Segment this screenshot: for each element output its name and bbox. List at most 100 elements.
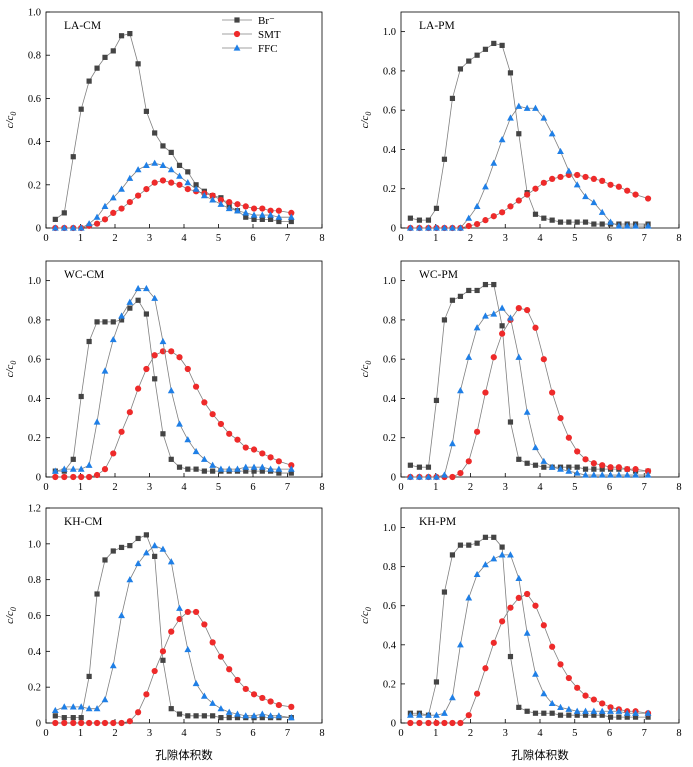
data-point — [94, 65, 100, 71]
data-point — [101, 466, 109, 473]
x-tick-label: 3 — [147, 728, 152, 739]
data-point — [242, 463, 250, 470]
data-point — [217, 196, 225, 204]
data-point — [159, 545, 167, 552]
data-point — [176, 172, 183, 179]
data-point — [209, 411, 216, 418]
data-point — [465, 594, 473, 601]
series-triangle — [51, 284, 295, 474]
data-point — [242, 444, 249, 451]
data-point — [474, 287, 480, 294]
data-point — [143, 311, 149, 317]
data-point — [110, 719, 117, 727]
y-tick-label: 0.8 — [28, 315, 41, 326]
data-point — [549, 217, 555, 223]
y-tick-label: 0.8 — [383, 66, 396, 77]
data-point — [590, 696, 597, 703]
data-point — [267, 216, 274, 222]
data-point — [210, 713, 216, 719]
data-point — [540, 114, 548, 121]
data-point — [607, 464, 614, 471]
panel-label: WC-CM — [64, 269, 104, 281]
data-point — [599, 700, 606, 707]
data-point — [258, 710, 266, 717]
data-point — [557, 173, 564, 181]
data-point — [288, 209, 295, 216]
data-point — [548, 699, 556, 707]
y-tick-label: 0 — [36, 473, 41, 484]
data-point — [615, 471, 623, 478]
data-point — [250, 463, 258, 470]
data-point — [160, 143, 166, 149]
data-point — [184, 186, 191, 193]
x-tick-label: 5 — [216, 482, 221, 493]
data-point — [267, 698, 274, 705]
data-point — [288, 218, 294, 225]
data-point — [184, 608, 191, 616]
series-triangle — [406, 102, 652, 231]
data-point — [482, 561, 489, 568]
data-point — [85, 461, 93, 468]
x-tick-label: 6 — [607, 482, 612, 493]
x-tick-label: 4 — [181, 233, 187, 244]
data-point — [168, 149, 174, 155]
data-point — [52, 713, 58, 719]
series-circle — [407, 590, 652, 727]
data-point — [234, 715, 241, 721]
series-square — [407, 40, 651, 227]
x-tick-label: 8 — [676, 233, 681, 244]
x-tick-label: 3 — [147, 233, 152, 244]
data-point — [498, 551, 506, 558]
data-point — [126, 576, 134, 583]
data-point — [557, 703, 564, 710]
data-point — [607, 181, 614, 188]
data-point — [507, 653, 514, 660]
data-point — [449, 552, 456, 558]
data-point — [590, 460, 597, 467]
data-point — [143, 186, 150, 193]
x-tick-label: 7 — [285, 233, 290, 244]
data-point — [70, 715, 76, 721]
data-point — [615, 707, 623, 714]
data-point — [490, 354, 497, 361]
data-point — [632, 709, 639, 716]
data-point — [77, 703, 85, 710]
data-point — [201, 621, 208, 628]
legend-label: SMT — [258, 29, 281, 41]
data-point — [185, 713, 191, 719]
series-square — [52, 297, 294, 476]
data-point — [607, 707, 614, 714]
data-point — [582, 456, 589, 463]
data-point — [168, 179, 175, 186]
data-point — [110, 548, 116, 554]
data-point — [498, 136, 506, 143]
data-point — [69, 703, 77, 710]
x-tick-label: 5 — [216, 728, 221, 739]
data-point — [152, 376, 158, 382]
data-point — [441, 224, 448, 231]
data-point — [60, 703, 68, 710]
data-point — [557, 465, 564, 472]
data-point — [524, 306, 531, 314]
y-tick-label: 0 — [391, 473, 396, 484]
data-point — [61, 210, 67, 216]
y-tick-label: 0 — [391, 719, 396, 730]
x-tick-label: 4 — [537, 233, 543, 244]
data-point — [259, 205, 266, 212]
data-point — [250, 211, 258, 218]
data-point — [644, 222, 652, 229]
y-tick-label: 0.2 — [28, 433, 41, 444]
data-point — [644, 468, 652, 475]
data-point — [582, 173, 589, 181]
data-point — [52, 719, 59, 727]
data-point — [523, 408, 531, 415]
data-point — [549, 643, 556, 650]
data-point — [425, 719, 432, 727]
y-axis-label: c/c0 — [4, 112, 18, 129]
series-square — [52, 31, 294, 225]
data-point — [457, 66, 464, 72]
data-point — [93, 471, 101, 479]
series-triangle — [406, 304, 652, 480]
data-point — [287, 714, 295, 721]
data-point — [482, 389, 489, 396]
